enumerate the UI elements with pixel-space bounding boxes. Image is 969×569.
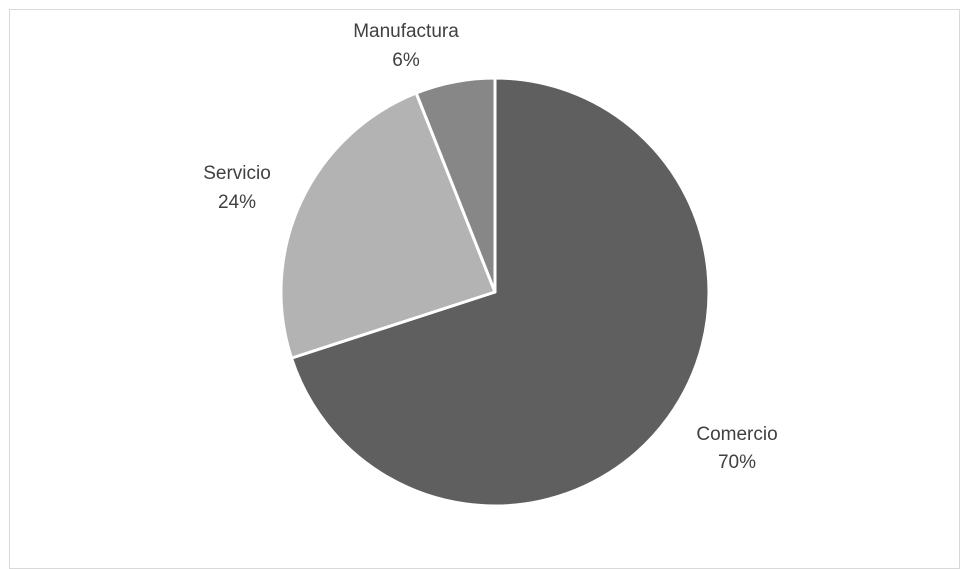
slice-value-comercio: 70%	[718, 452, 756, 473]
pie-slices	[279, 76, 711, 508]
slice-value-manufactura: 6%	[392, 50, 420, 71]
slice-label-manufactura: Manufactura	[353, 21, 459, 42]
slice-label-comercio: Comercio	[696, 424, 777, 445]
pie-slice-manufactura	[414, 76, 497, 294]
slice-value-servicio: 24%	[218, 192, 256, 213]
slice-label-servicio: Servicio	[203, 163, 271, 184]
pie-data-labels: Comercio 70% Servicio 24% Manufactura 6%	[203, 21, 777, 473]
pie-slice-comercio	[289, 76, 711, 508]
